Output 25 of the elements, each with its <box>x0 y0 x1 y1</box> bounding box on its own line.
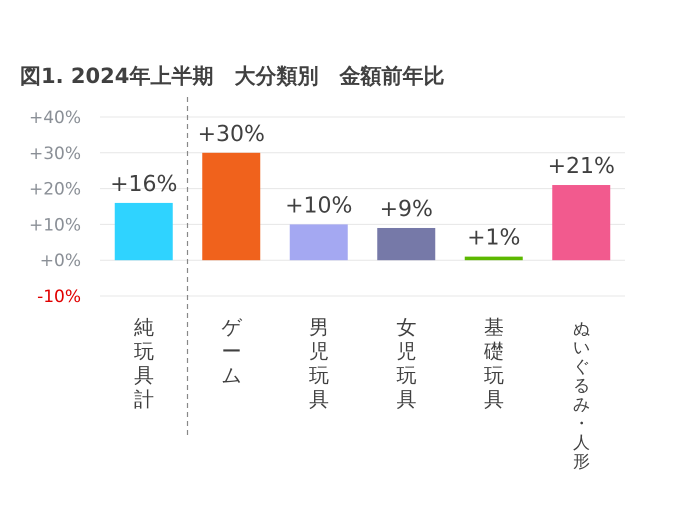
chart-title: 図1. 2024年上半期 大分類別 金額前年比 <box>20 64 444 88</box>
y-tick-label: +20% <box>28 180 81 200</box>
y-tick-label: +30% <box>28 144 81 164</box>
bar <box>552 185 610 260</box>
x-tick-label: ぬいぐるみ・人形 <box>572 319 590 472</box>
x-tick-label: ゲーム <box>221 315 242 387</box>
data-label: +16% <box>110 172 178 197</box>
data-label: +21% <box>548 154 615 180</box>
bar <box>290 224 348 260</box>
x-tick-label: 純玩具計 <box>134 315 154 411</box>
y-tick-label: +40% <box>28 108 81 128</box>
data-label: +30% <box>198 122 265 147</box>
y-tick-label: +0% <box>40 251 81 272</box>
data-label: +10% <box>285 193 352 218</box>
x-tick-label: 基礎玩具 <box>482 315 504 411</box>
bar <box>114 202 173 260</box>
bar <box>377 228 436 260</box>
y-tick-label: -10% <box>37 287 81 307</box>
bar <box>202 152 260 260</box>
x-tick-label: 男児玩具 <box>308 315 329 411</box>
data-label: +1% <box>467 226 520 251</box>
data-label: +9% <box>380 196 433 222</box>
bar <box>464 256 523 260</box>
y-tick-label: +10% <box>28 215 81 236</box>
x-tick-label: 女児玩具 <box>396 315 416 411</box>
